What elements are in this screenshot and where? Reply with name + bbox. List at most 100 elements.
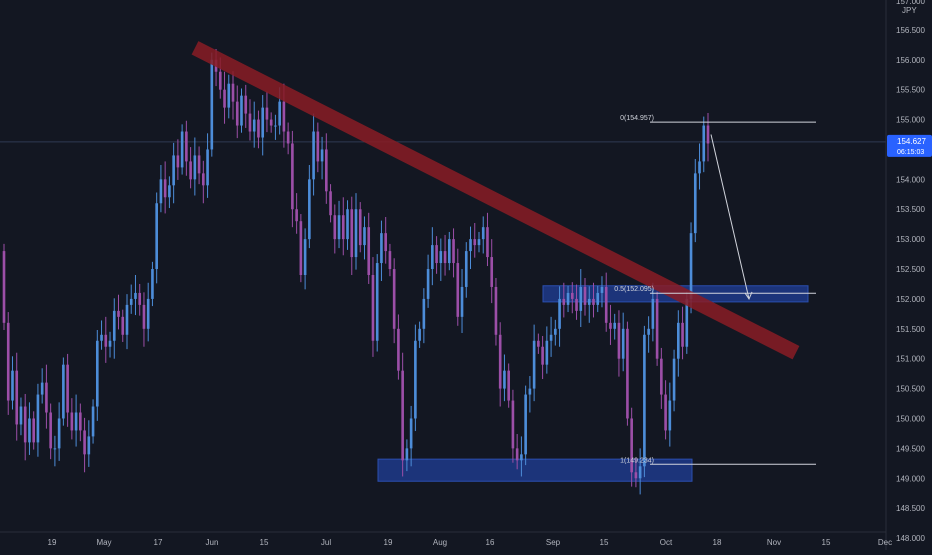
candle[interactable] [74, 394, 78, 447]
candle[interactable] [91, 399, 95, 444]
candle[interactable] [95, 330, 99, 421]
candle[interactable] [537, 333, 540, 354]
candle[interactable] [587, 286, 591, 323]
candle[interactable] [651, 282, 655, 342]
candle[interactable] [45, 364, 48, 429]
candle[interactable] [168, 176, 171, 209]
candle[interactable] [473, 222, 477, 258]
candle[interactable] [604, 272, 608, 332]
candle[interactable] [469, 226, 472, 270]
candle[interactable] [566, 285, 570, 313]
candle[interactable] [66, 353, 69, 427]
candle[interactable] [346, 200, 349, 250]
candle[interactable] [121, 309, 125, 342]
candle[interactable] [155, 192, 158, 284]
candle[interactable] [117, 294, 120, 330]
candle[interactable] [329, 184, 332, 223]
candle[interactable] [464, 242, 468, 298]
drawings-layer[interactable]: 0(154.957) 0.5(152.095) 1(149.234) [191, 41, 816, 465]
candle[interactable] [647, 316, 650, 353]
candles-layer[interactable] [2, 49, 710, 495]
candle[interactable] [316, 122, 320, 173]
candle[interactable] [681, 306, 684, 360]
candle[interactable] [32, 411, 36, 450]
candle[interactable] [443, 234, 447, 276]
candle[interactable] [240, 88, 243, 133]
candle[interactable] [70, 398, 74, 440]
candle[interactable] [609, 304, 612, 345]
candle[interactable] [545, 326, 549, 374]
candle[interactable] [541, 335, 544, 380]
candle[interactable] [231, 71, 235, 120]
candle[interactable] [83, 417, 86, 473]
candle[interactable] [185, 120, 188, 176]
candle[interactable] [698, 143, 701, 190]
candle[interactable] [79, 403, 82, 442]
candle[interactable] [558, 286, 561, 347]
candle[interactable] [40, 368, 44, 404]
candle[interactable] [6, 312, 10, 415]
candle[interactable] [244, 84, 248, 128]
candle[interactable] [265, 91, 269, 133]
candle[interactable] [358, 202, 362, 253]
candle[interactable] [180, 124, 184, 175]
candle[interactable] [303, 228, 307, 290]
candle[interactable] [693, 159, 697, 243]
candle[interactable] [702, 116, 706, 173]
candle[interactable] [532, 324, 536, 402]
candle[interactable] [104, 316, 108, 363]
candle[interactable] [299, 214, 303, 283]
candle[interactable] [53, 435, 57, 467]
candle[interactable] [36, 383, 40, 457]
candle[interactable] [655, 291, 659, 366]
candle[interactable] [257, 110, 260, 149]
candle[interactable] [367, 212, 371, 284]
descending-trendline[interactable] [191, 41, 800, 360]
candle[interactable] [490, 239, 494, 304]
time-axis[interactable]: 19 May 17 Jun 15 Jul 19 Aug 16 Sep 15 Oct 18 Nov 15 Dec [48, 538, 893, 547]
candle[interactable] [112, 298, 116, 359]
candle[interactable] [320, 136, 324, 180]
candle[interactable] [439, 238, 443, 281]
candle[interactable] [23, 393, 27, 461]
candle[interactable] [503, 354, 506, 402]
price-axis[interactable]: 148.000 148.500 149.000 149.500 150.000 150.5… [887, 0, 932, 543]
candle[interactable] [142, 292, 146, 347]
candle[interactable] [206, 133, 209, 198]
candle[interactable] [456, 248, 460, 326]
candle[interactable] [197, 146, 201, 185]
candle[interactable] [371, 257, 375, 357]
candle[interactable] [125, 294, 129, 350]
candle[interactable] [189, 147, 192, 189]
candle[interactable] [223, 71, 226, 124]
candle[interactable] [172, 142, 175, 204]
candle[interactable] [15, 352, 19, 441]
candle[interactable] [337, 200, 341, 249]
candle[interactable] [227, 74, 231, 119]
candle[interactable] [405, 439, 409, 472]
candle[interactable] [664, 380, 667, 440]
candle[interactable] [375, 254, 379, 352]
projection-arrow-line[interactable] [710, 134, 750, 300]
candle[interactable] [291, 130, 294, 228]
candle[interactable] [528, 376, 532, 413]
candle[interactable] [447, 231, 451, 271]
candle[interactable] [384, 217, 388, 264]
candle[interactable] [507, 363, 510, 408]
candle[interactable] [252, 101, 256, 148]
candle[interactable] [363, 216, 366, 260]
candle[interactable] [570, 282, 574, 314]
candle[interactable] [621, 312, 625, 372]
candle[interactable] [11, 356, 14, 410]
candle[interactable] [235, 85, 239, 139]
candle[interactable] [626, 321, 629, 426]
candle[interactable] [638, 448, 642, 495]
candle[interactable] [350, 196, 354, 275]
candle[interactable] [193, 137, 197, 196]
candle[interactable] [554, 319, 557, 346]
candle[interactable] [108, 331, 112, 358]
candle[interactable] [676, 310, 680, 377]
candle[interactable] [494, 277, 498, 346]
